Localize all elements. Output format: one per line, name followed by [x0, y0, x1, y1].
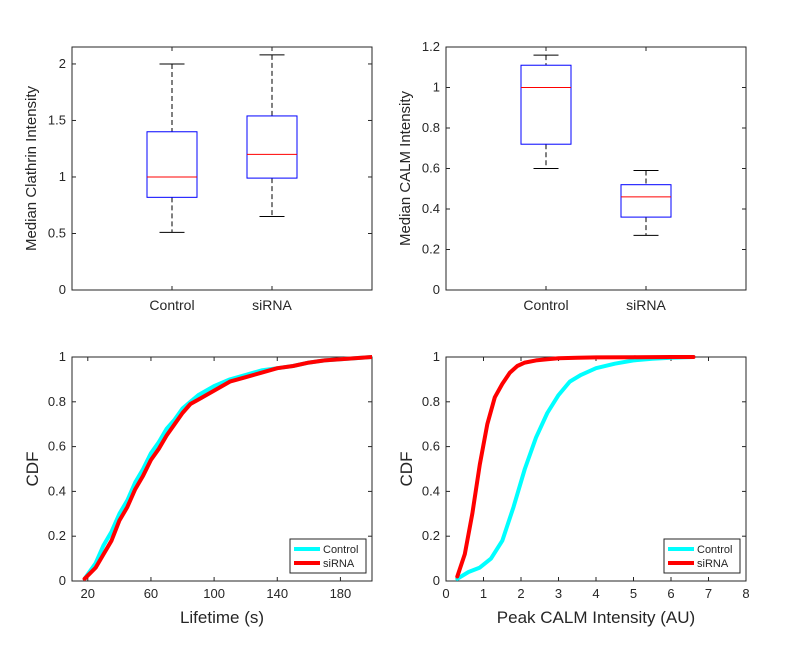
legend: Control siRNA — [289, 538, 367, 574]
boxplot-1-frame — [71, 46, 373, 291]
box-iqr — [520, 64, 572, 145]
x-axis-label: Lifetime (s) — [180, 608, 264, 627]
x-tick-label: 4 — [592, 586, 599, 601]
y-tick-label: 1 — [59, 169, 66, 184]
y-tick-label: 1 — [59, 349, 66, 364]
y-tick-label: 0.8 — [48, 394, 66, 409]
x-tick-label: 140 — [266, 586, 288, 601]
x-tick-label: 5 — [630, 586, 637, 601]
x-tick-label: 100 — [203, 586, 225, 601]
x-tick-label: 7 — [705, 586, 712, 601]
box-iqr — [620, 184, 672, 218]
legend-box — [289, 538, 367, 574]
y-tick-label: 0.6 — [422, 161, 440, 176]
x-tick-label: 0 — [442, 586, 449, 601]
boxplot-1: 0 0.5 1 1.5 2 Control siRNA Median Clathrin Int… — [23, 46, 373, 313]
x-tick-label: 20 — [81, 586, 95, 601]
x-tick-label: 1 — [480, 586, 487, 601]
series-line-sirna — [82, 355, 372, 581]
x-axis-label: Peak CALM Intensity (AU) — [497, 608, 695, 627]
x-tick-label: 3 — [555, 586, 562, 601]
box-iqr — [146, 131, 198, 198]
x-tick-label: 6 — [667, 586, 674, 601]
x-category-label: siRNA — [252, 297, 292, 313]
legend-box — [663, 538, 741, 574]
y-axis-label: CDF — [397, 452, 416, 487]
series-line-control — [455, 355, 696, 581]
y-tick-label: 0 — [433, 573, 440, 588]
x-tick-label: 60 — [144, 586, 158, 601]
box-control — [520, 54, 572, 169]
y-tick-label: 1.2 — [422, 39, 440, 54]
y-tick-label: 0.4 — [422, 201, 440, 216]
y-tick-label: 0.4 — [48, 483, 66, 498]
y-tick-label: 0.4 — [422, 483, 440, 498]
box-iqr — [246, 115, 298, 179]
cdf-plot-1: 0 0.2 0.4 0.6 0.8 1 20 60 100 140 180 Lifetime (s) C… — [23, 349, 373, 627]
box-control — [146, 63, 198, 233]
y-tick-label: 1 — [433, 80, 440, 95]
y-tick-label: 0.6 — [422, 439, 440, 454]
y-tick-label: 0.8 — [422, 394, 440, 409]
series-line-sirna — [455, 355, 696, 579]
x-tick-label: 180 — [330, 586, 352, 601]
legend-label-control: Control — [323, 544, 358, 556]
y-tick-label: 2 — [59, 56, 66, 71]
y-tick-label: 0.2 — [422, 528, 440, 543]
boxplot-2: 0 0.2 0.4 0.6 0.8 1 1.2 Control siRNA Median CALM… — [397, 39, 747, 313]
legend: Control siRNA — [663, 538, 741, 574]
boxplot-2-frame — [445, 46, 747, 291]
x-category-label: Control — [149, 297, 194, 313]
y-tick-label: 0.6 — [48, 439, 66, 454]
y-tick-label: 1.5 — [48, 112, 66, 127]
y-tick-label: 1 — [433, 349, 440, 364]
x-tick-label: 8 — [742, 586, 749, 601]
legend-label-sirna: siRNA — [697, 558, 729, 570]
x-category-label: siRNA — [626, 297, 666, 313]
box-sirna — [246, 54, 298, 218]
y-axis-label: CDF — [23, 452, 42, 487]
legend-label-control: Control — [697, 544, 732, 556]
y-tick-label: 0 — [433, 282, 440, 297]
x-category-label: Control — [523, 297, 568, 313]
y-tick-label: 0.2 — [48, 528, 66, 543]
cdf-plot-2: 0 0.2 0.4 0.6 0.8 1 0 1 2 3 4 5 6 7 8 Peak CALM Intensi… — [397, 349, 750, 627]
y-tick-label: 0.8 — [422, 120, 440, 135]
y-axis-label: Median Clathrin Intensity — [23, 85, 40, 251]
y-tick-label: 0.5 — [48, 225, 66, 240]
legend-label-sirna: siRNA — [323, 558, 355, 570]
box-sirna — [620, 170, 672, 236]
x-tick-label: 2 — [517, 586, 524, 601]
y-tick-label: 0.2 — [422, 242, 440, 257]
y-axis-label: Median CALM Intensity — [397, 90, 414, 246]
y-tick-label: 0 — [59, 282, 66, 297]
y-tick-label: 0 — [59, 573, 66, 588]
